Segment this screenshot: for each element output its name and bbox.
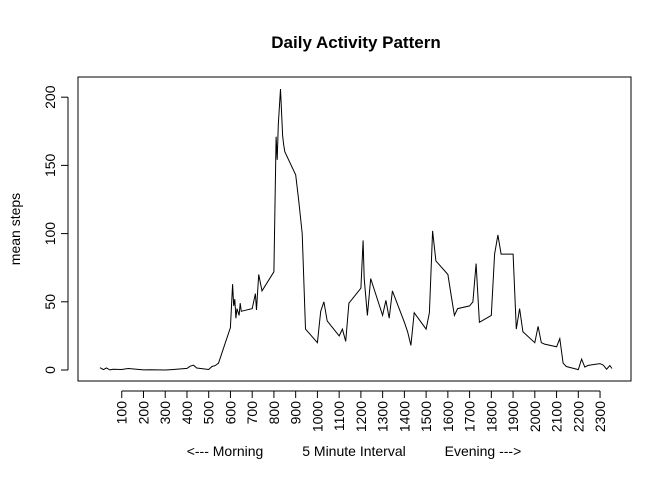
x-tick-label: 600 [222,401,238,425]
x-tick-label: 1900 [505,401,521,432]
y-tick-label: 100 [42,222,58,246]
x-tick-label: 800 [266,401,282,425]
x-tick-label: 1400 [396,401,412,432]
x-tick-label: 1800 [483,401,499,432]
series-line-mean-steps [99,88,613,371]
x-axis-label: <--- Morning 5 Minute Interval Evening -… [187,443,522,459]
y-axis-label: mean steps [7,193,23,265]
x-tick-label: 1600 [440,401,456,432]
y-tick-label: 150 [42,153,58,177]
x-tick-label: 1300 [375,401,391,432]
x-tick-label: 100 [114,401,130,425]
x-tick-label: 2000 [527,401,543,432]
y-tick-label: 50 [42,294,58,310]
x-tick-label: 1000 [309,401,325,432]
x-tick-label: 1200 [353,401,369,432]
x-tick-label: 300 [157,401,173,425]
x-tick-label: 1500 [418,401,434,432]
x-tick-label: 900 [288,401,304,425]
x-tick-label: 2200 [570,401,586,432]
x-tick-label: 1100 [331,401,347,431]
x-tick-label: 500 [201,401,217,425]
x-tick-label: 700 [244,401,260,425]
y-tick-label: 200 [42,85,58,109]
x-axis: 100 200 300 400 500 600 700 800 900 1000 1100 1200 1… [114,390,608,432]
y-tick-label: 0 [42,366,58,374]
x-tick-label: 2100 [549,401,565,432]
plot-frame [77,76,632,382]
x-tick-label: 1700 [462,401,478,432]
chart-title: Daily Activity Pattern [271,33,440,52]
y-axis: 0 50 100 150 200 [42,85,69,374]
x-tick-label: 400 [179,401,195,425]
x-tick-label: 200 [135,401,151,425]
x-tick-label: 2300 [592,401,608,432]
